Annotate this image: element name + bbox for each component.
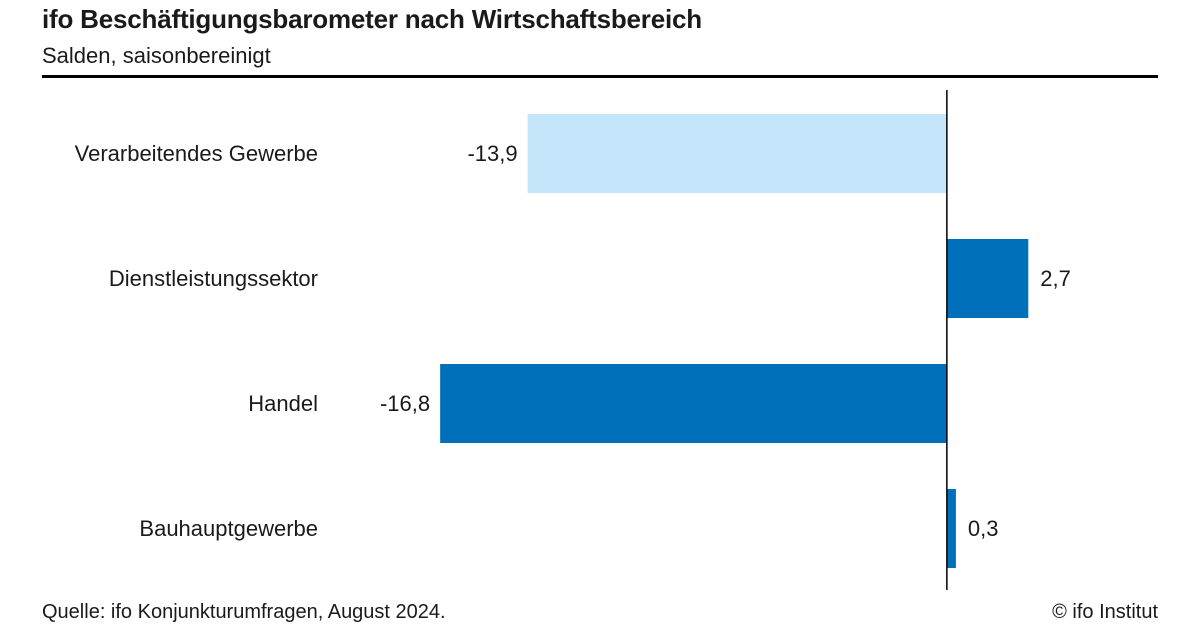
bar <box>946 489 956 568</box>
title-divider <box>42 75 1158 78</box>
bar <box>946 239 1029 318</box>
category-label: Bauhauptgewerbe <box>139 516 318 541</box>
category-label: Dienstleistungssektor <box>109 266 318 291</box>
bar <box>527 114 947 193</box>
data-label: 0,3 <box>968 516 999 541</box>
data-label: -16,8 <box>380 391 430 416</box>
copyright-note: © ifo Institut <box>1052 601 1158 623</box>
chart-title: ifo Beschäftigungsbarometer nach Wirtsch… <box>42 4 702 34</box>
data-label: -13,9 <box>467 141 517 166</box>
category-label: Verarbeitendes Gewerbe <box>75 141 318 166</box>
source-note: Quelle: ifo Konjunkturumfragen, August 2… <box>42 601 446 623</box>
data-label: 2,7 <box>1040 266 1071 291</box>
bar <box>440 364 947 443</box>
category-label: Handel <box>248 391 318 416</box>
chart-subtitle: Salden, saisonbereinigt <box>42 43 271 68</box>
